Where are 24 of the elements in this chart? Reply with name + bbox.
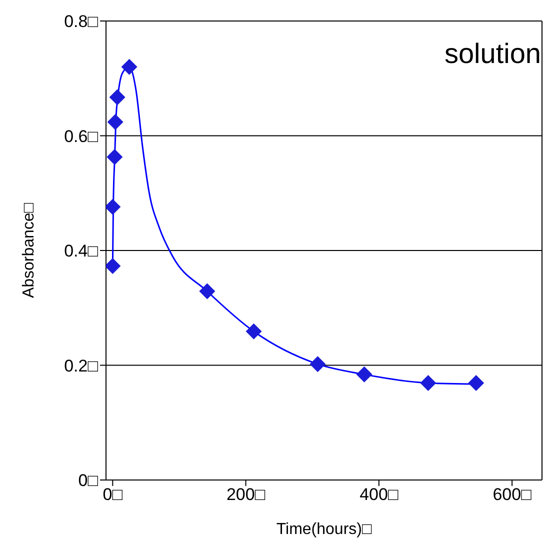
point bbox=[106, 198, 121, 215]
point bbox=[199, 283, 216, 300]
x-tick-label: 600□ bbox=[492, 485, 532, 504]
x-axis-title: Time(hours)□ bbox=[276, 521, 372, 538]
y-tick-label: 0.2□ bbox=[64, 356, 99, 376]
point bbox=[468, 375, 484, 392]
point bbox=[106, 148, 123, 165]
point bbox=[107, 114, 124, 130]
y-tick-label: 0.8□ bbox=[64, 12, 99, 32]
point bbox=[420, 375, 436, 392]
annotation: solution bbox=[444, 38, 541, 70]
x-tick-label: 400□ bbox=[360, 485, 399, 504]
y-tick-label: 0□ bbox=[78, 471, 99, 490]
y-tick-label: 0.4□ bbox=[64, 242, 99, 261]
point bbox=[310, 356, 326, 372]
point bbox=[356, 366, 372, 382]
y-tick-label: 0.6□ bbox=[64, 126, 99, 146]
x-tick-label: 200□ bbox=[226, 485, 266, 504]
point bbox=[121, 58, 138, 75]
point bbox=[246, 323, 262, 340]
point bbox=[109, 89, 126, 106]
y-axis-title: Absorbance□ bbox=[20, 202, 38, 298]
x-tick-label: 0□ bbox=[102, 485, 124, 504]
point bbox=[106, 258, 121, 274]
